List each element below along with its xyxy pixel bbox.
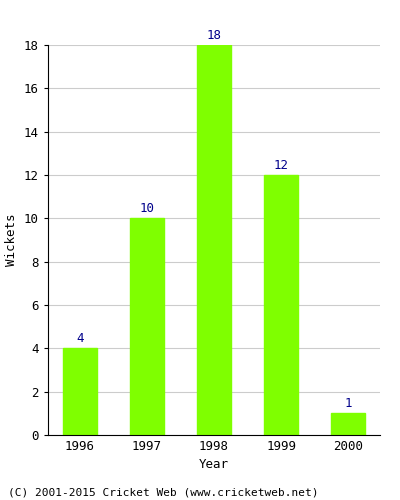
Bar xyxy=(130,218,164,435)
Text: 1: 1 xyxy=(344,397,352,410)
Bar xyxy=(197,45,231,435)
Text: 4: 4 xyxy=(76,332,84,345)
Text: 18: 18 xyxy=(206,29,222,42)
X-axis label: Year: Year xyxy=(199,458,229,471)
Text: 12: 12 xyxy=(274,159,288,172)
Bar xyxy=(264,175,298,435)
Bar xyxy=(63,348,97,435)
Bar xyxy=(331,414,365,435)
Y-axis label: Wickets: Wickets xyxy=(6,214,18,266)
Text: 10: 10 xyxy=(140,202,154,215)
Text: (C) 2001-2015 Cricket Web (www.cricketweb.net): (C) 2001-2015 Cricket Web (www.cricketwe… xyxy=(8,488,318,498)
